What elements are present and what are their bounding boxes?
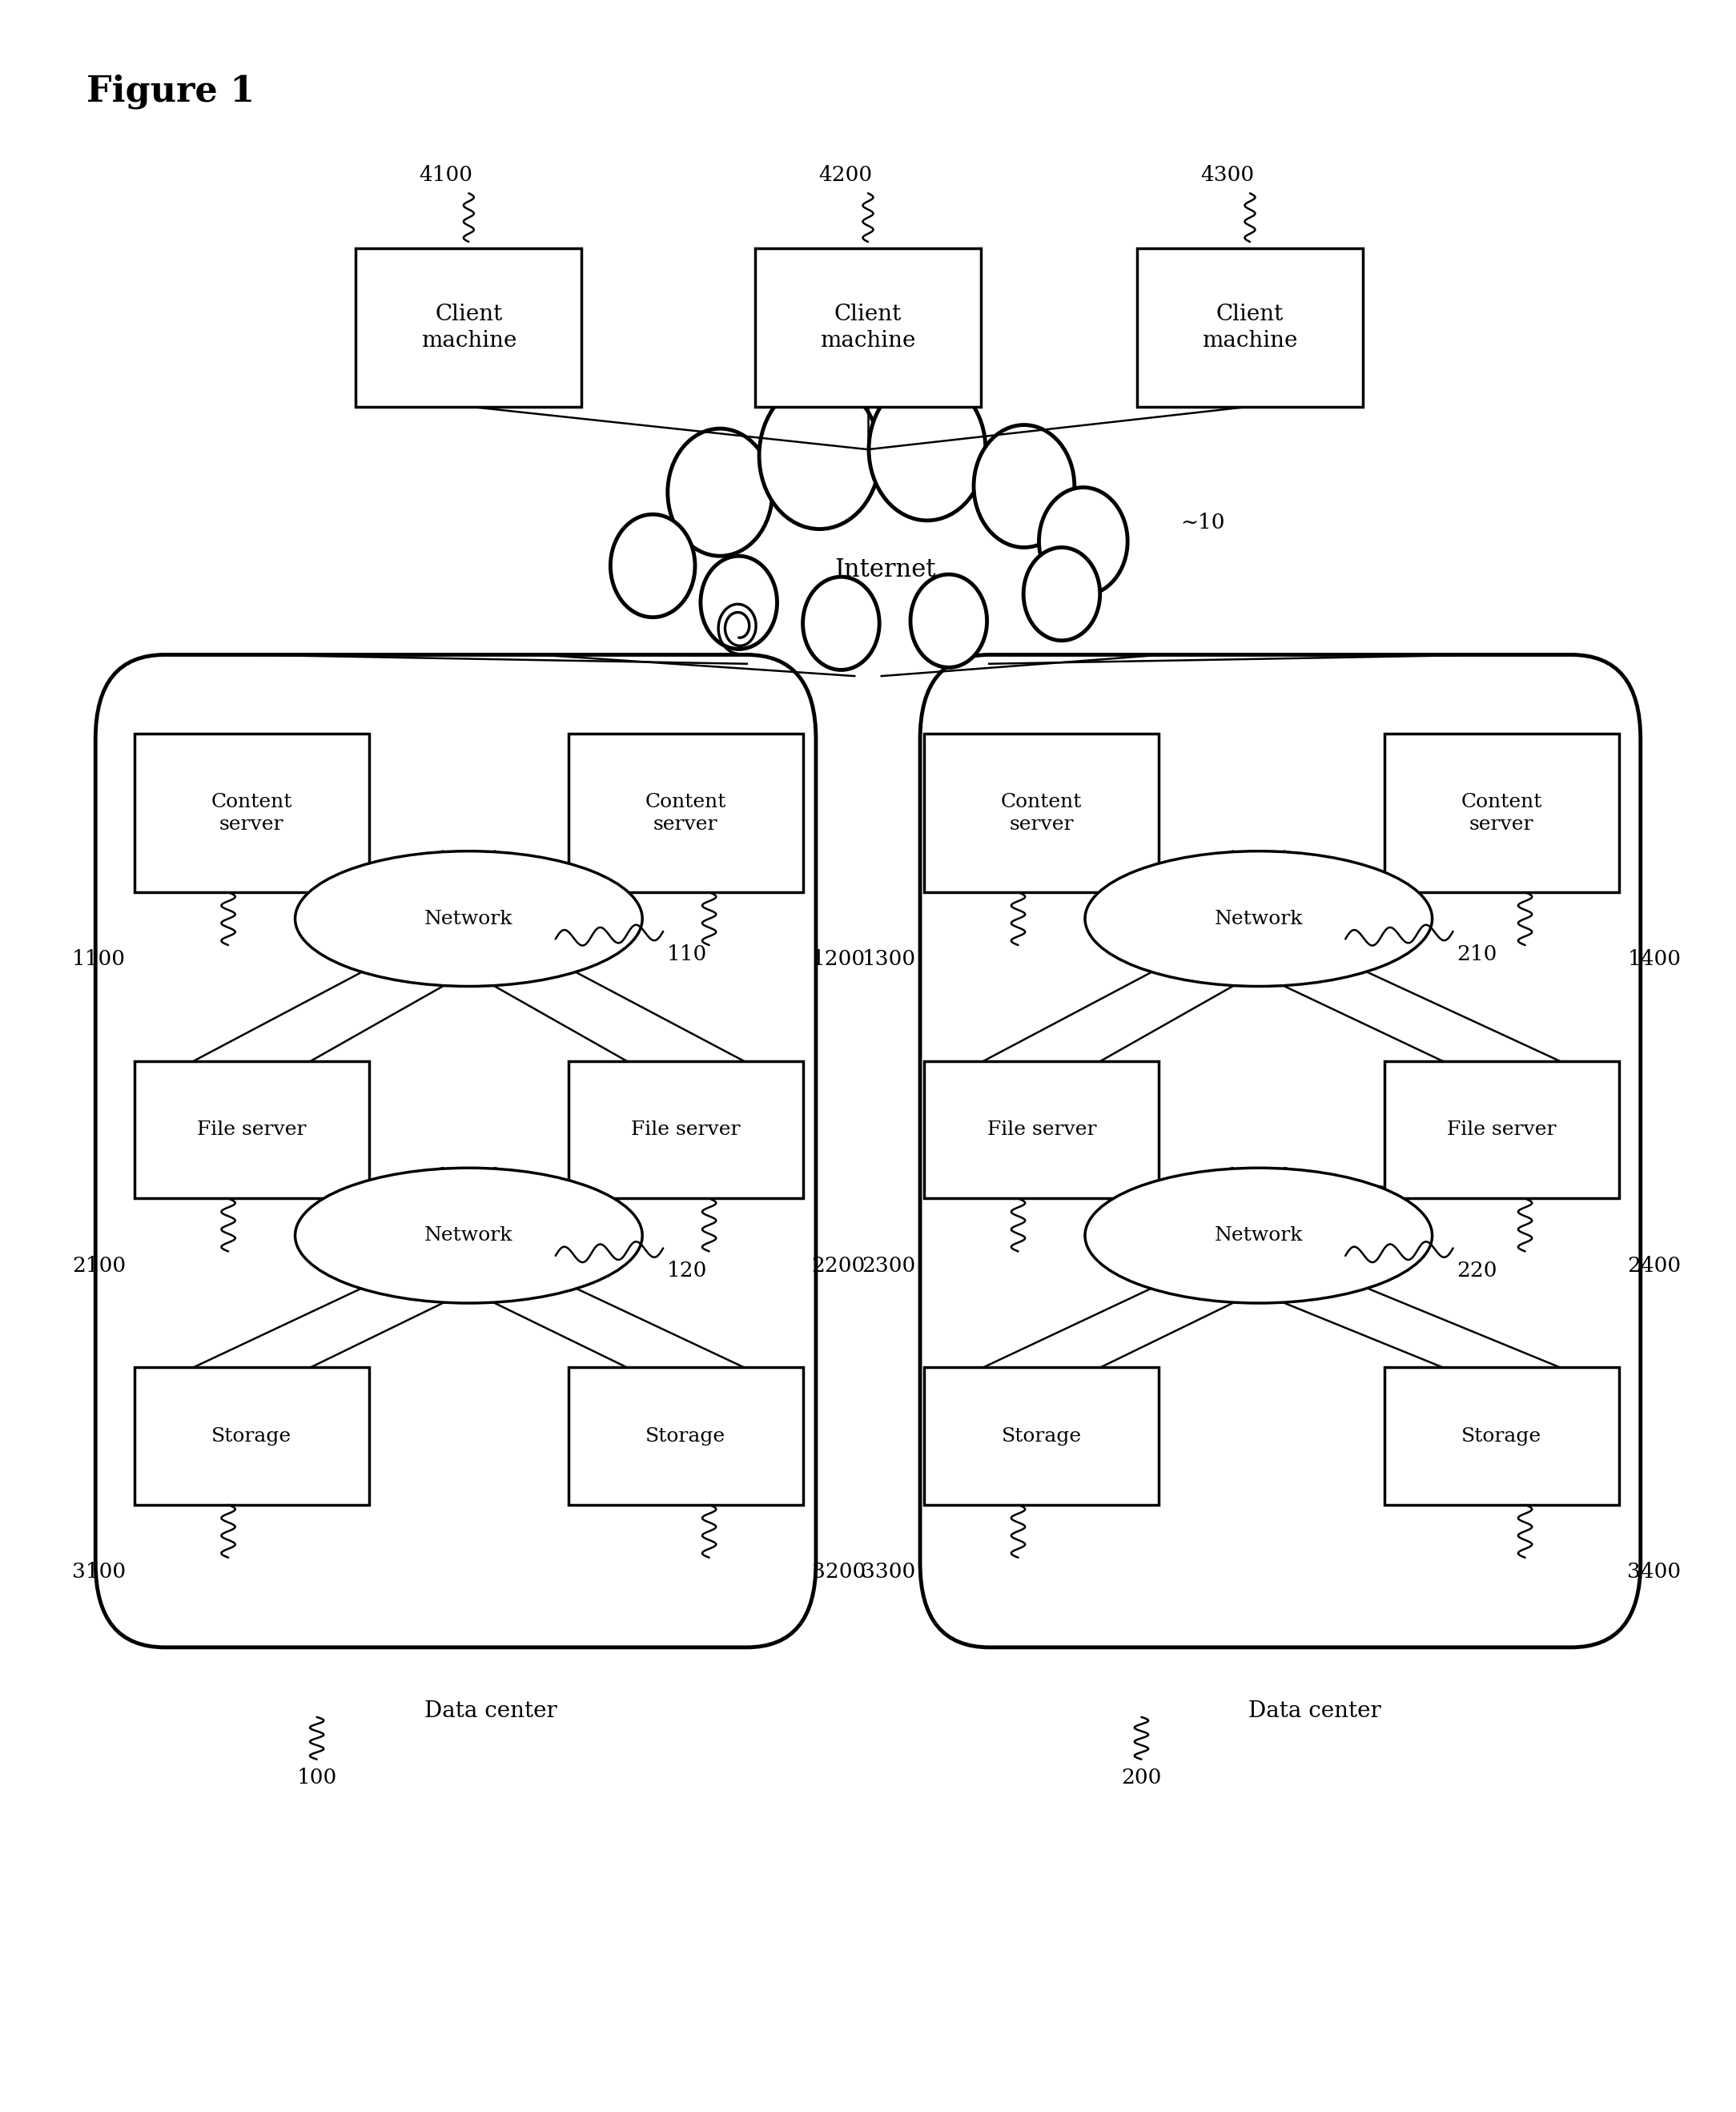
Text: 2200: 2200 [812,1255,866,1276]
Text: Client
machine: Client machine [819,304,917,351]
Text: 4300: 4300 [1201,165,1253,186]
Text: 100: 100 [297,1768,337,1787]
Text: Storage: Storage [1462,1428,1542,1445]
Text: 3100: 3100 [73,1563,125,1582]
FancyBboxPatch shape [1385,1369,1618,1504]
FancyBboxPatch shape [1385,735,1618,891]
FancyBboxPatch shape [568,1369,802,1504]
Text: Content
server: Content server [212,792,292,834]
Text: 2400: 2400 [1628,1255,1680,1276]
Text: 2100: 2100 [73,1255,125,1276]
FancyBboxPatch shape [924,1369,1158,1504]
FancyBboxPatch shape [924,1060,1158,1200]
Circle shape [802,577,880,670]
Ellipse shape [1085,1168,1432,1303]
Text: Internet: Internet [835,558,936,583]
Text: Client
machine: Client machine [1201,304,1299,351]
FancyBboxPatch shape [755,249,981,406]
Text: 1100: 1100 [73,950,125,969]
Text: 210: 210 [1457,944,1496,963]
FancyBboxPatch shape [920,655,1641,1647]
Ellipse shape [295,1168,642,1303]
Text: 200: 200 [1121,1768,1161,1787]
FancyBboxPatch shape [95,655,816,1647]
Text: File server: File server [1448,1121,1555,1138]
Circle shape [974,425,1075,547]
Text: Data center: Data center [1248,1700,1382,1721]
Text: 110: 110 [667,944,707,963]
FancyBboxPatch shape [568,1060,802,1200]
Text: 4200: 4200 [819,165,871,186]
Text: 1400: 1400 [1628,950,1680,969]
FancyBboxPatch shape [568,735,802,891]
FancyBboxPatch shape [1385,1060,1618,1200]
Text: 120: 120 [667,1261,707,1280]
Ellipse shape [295,851,642,986]
Circle shape [611,515,694,617]
Text: File server: File server [198,1121,306,1138]
Text: 2300: 2300 [861,1255,917,1276]
FancyBboxPatch shape [134,1060,368,1200]
Text: Figure 1: Figure 1 [87,74,255,108]
Text: 1200: 1200 [812,950,865,969]
FancyBboxPatch shape [356,249,582,406]
Text: Network: Network [1215,910,1302,927]
FancyBboxPatch shape [1137,249,1363,406]
Text: 3300: 3300 [861,1563,917,1582]
Circle shape [1038,488,1128,596]
Text: 3400: 3400 [1628,1563,1680,1582]
Text: Client
machine: Client machine [420,304,517,351]
FancyBboxPatch shape [134,1369,368,1504]
Circle shape [868,378,986,520]
Text: File server: File server [632,1121,740,1138]
Text: 3200: 3200 [812,1563,866,1582]
Text: File server: File server [988,1121,1095,1138]
Text: Storage: Storage [1002,1428,1082,1445]
Text: Network: Network [425,910,512,927]
Text: Content
server: Content server [1462,792,1542,834]
Circle shape [910,574,988,667]
Text: Network: Network [425,1227,512,1244]
Text: Content
server: Content server [1002,792,1082,834]
Circle shape [759,382,880,530]
FancyBboxPatch shape [134,735,368,891]
Text: 4100: 4100 [420,165,472,186]
Text: 1300: 1300 [863,950,917,969]
FancyBboxPatch shape [924,735,1158,891]
Ellipse shape [1085,851,1432,986]
Text: Data center: Data center [424,1700,557,1721]
Text: Network: Network [1215,1227,1302,1244]
Text: 220: 220 [1457,1261,1496,1280]
Text: Content
server: Content server [646,792,726,834]
Circle shape [701,555,778,648]
Circle shape [1024,547,1101,640]
Text: Storage: Storage [646,1428,726,1445]
Text: ~10: ~10 [1180,513,1226,532]
Circle shape [668,429,773,555]
Text: Storage: Storage [212,1428,292,1445]
